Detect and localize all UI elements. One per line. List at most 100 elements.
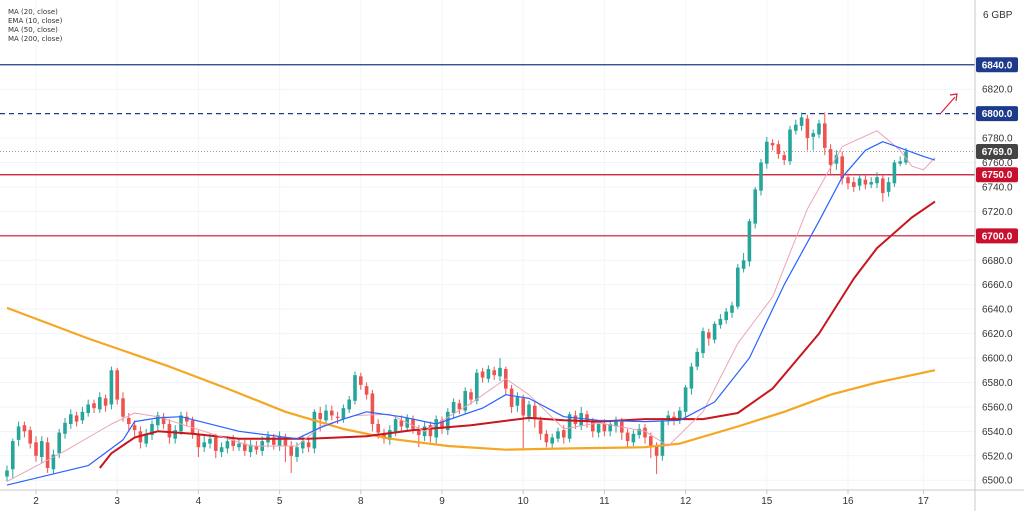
candle-body [22,425,27,432]
candle-body [869,182,873,185]
y-axis-ticks: 6500.0 6520.0 6540.0 6560.0 6580.0 6600.0 6620… [982,85,1013,487]
price-badge-label: 6769.0 [982,147,1013,158]
candle-body [892,162,897,184]
candle-body [707,332,711,339]
candle-body [341,408,346,420]
price-badge [976,167,1018,183]
candle-body [695,351,699,367]
candle-body [567,414,572,439]
candle-body [376,424,380,433]
candle-body [69,414,73,425]
candle-body [86,404,90,414]
candle-body [185,416,189,422]
candle-body [150,424,154,436]
candle-body [440,420,444,429]
candle-body [863,179,868,185]
candle-body [34,442,38,456]
candle-body [817,123,821,135]
candle-body [782,155,786,161]
candle-body [643,427,647,438]
candle-body [225,441,230,449]
candle-body [121,398,125,417]
y-tick-label: 6740.0 [982,182,1013,193]
candle-body [712,323,717,340]
candle-body [411,419,415,429]
candle-body [359,376,363,385]
moving-average-lines [6,130,936,486]
candle-body [562,430,566,438]
candle-body [852,182,856,187]
candle-body [875,177,879,184]
x-tick-label: 4 [196,496,202,507]
candle-body [625,432,630,442]
x-tick-label: 5 [277,496,283,507]
candle-body [45,442,50,469]
candle-body [591,421,595,432]
candle-body [602,424,607,432]
y-tick-label: 6820.0 [982,85,1013,96]
candle-body [382,433,386,439]
candle-body [463,391,467,411]
candle-body [156,415,160,426]
candle-body [770,142,775,146]
legend-ma200: MA (200, close) [8,35,63,43]
y-tick-label: 6680.0 [982,256,1013,267]
price-badge [976,57,1018,73]
candle-body [173,430,177,439]
y-tick-label: 6520.0 [982,451,1013,462]
candle-body [521,398,525,416]
price-badge-label: 6800.0 [982,109,1013,120]
candle-body [457,403,462,410]
candle-body [353,375,357,401]
candle-body [167,424,172,438]
candle-body [219,447,224,453]
candle-body [834,155,839,164]
x-tick-label: 2 [33,496,39,507]
legend-ma20: MA (20, close) [8,8,58,16]
candle-body [631,433,636,443]
candle-body [608,424,612,432]
candle-body [718,318,723,326]
candle-body [585,414,589,422]
candle-body [469,392,473,400]
candle-body [16,426,21,440]
candle-body [364,386,369,395]
candle-body [498,367,502,377]
candle-body [318,413,322,420]
arrow-head [949,93,958,102]
candle-body [533,405,537,420]
candle-body [202,442,206,448]
trend-arrow [940,93,958,114]
candle-body [486,369,491,379]
candle-body [451,402,456,414]
candle-body [74,415,79,422]
candle-body [753,189,757,224]
price-badge [976,228,1018,244]
candle-body [330,410,334,416]
candle-body [904,151,908,163]
candle-body [480,371,485,378]
candle-body [63,422,67,434]
indicator-legend: MA (20, close) EMA (10, close) MA (50, c… [8,8,62,44]
candle-body [40,441,44,458]
candle-body [283,437,288,447]
candle-body [393,419,398,432]
candle-body [289,446,293,456]
y-tick-label: 6720.0 [982,207,1013,218]
currency-label: 6 GBP [983,10,1013,21]
candle-body [654,446,659,456]
y-tick-label: 6660.0 [982,280,1013,291]
y-tick-label: 6640.0 [982,305,1013,316]
candle-body [57,432,61,454]
price-badge-label: 6840.0 [982,60,1013,71]
horizontal-levels [0,64,975,237]
candle-body [80,411,85,421]
candle-body [399,420,404,427]
y-tick-label: 6620.0 [982,329,1013,340]
candle-body [898,161,902,164]
price-badges: 6840.0 6800.0 6769.0 6750.0 6700.0 [976,57,1018,244]
grid [0,0,975,490]
